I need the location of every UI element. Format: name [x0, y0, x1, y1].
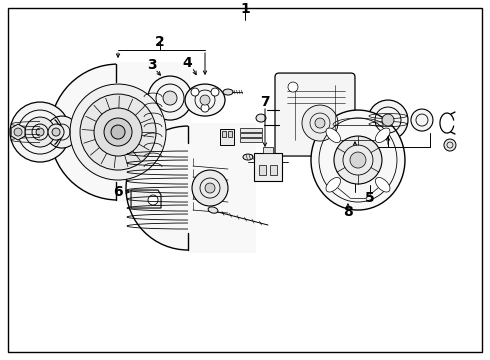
Circle shape: [191, 88, 199, 96]
Ellipse shape: [185, 84, 225, 116]
Circle shape: [80, 94, 156, 170]
Circle shape: [148, 76, 192, 120]
Circle shape: [25, 117, 55, 147]
Circle shape: [50, 64, 186, 200]
Circle shape: [302, 105, 338, 141]
Circle shape: [14, 128, 22, 136]
FancyBboxPatch shape: [275, 73, 355, 156]
Bar: [263, 147, 273, 153]
Ellipse shape: [311, 110, 405, 210]
Ellipse shape: [326, 128, 341, 143]
Bar: [228, 131, 232, 137]
Text: 6: 6: [113, 185, 123, 199]
Circle shape: [111, 125, 125, 139]
Circle shape: [52, 128, 60, 136]
Circle shape: [211, 88, 219, 96]
Circle shape: [382, 114, 394, 126]
Bar: [240, 128, 262, 132]
Circle shape: [126, 126, 250, 250]
Bar: [188, 123, 256, 253]
Circle shape: [201, 104, 209, 112]
Ellipse shape: [326, 177, 341, 192]
Bar: [116, 62, 191, 202]
Text: 8: 8: [343, 205, 353, 219]
Text: 5: 5: [365, 191, 375, 205]
Circle shape: [10, 102, 70, 162]
Circle shape: [200, 95, 210, 105]
Ellipse shape: [375, 177, 390, 192]
Bar: [259, 165, 266, 175]
Polygon shape: [131, 190, 161, 208]
Circle shape: [148, 195, 158, 205]
Circle shape: [94, 108, 142, 156]
Ellipse shape: [208, 207, 218, 213]
Circle shape: [288, 82, 298, 92]
Ellipse shape: [256, 114, 266, 122]
Circle shape: [444, 139, 456, 151]
Circle shape: [350, 152, 366, 168]
Circle shape: [411, 109, 433, 131]
Text: 3: 3: [147, 58, 157, 72]
Circle shape: [48, 124, 64, 140]
Bar: [254, 153, 282, 181]
Circle shape: [104, 118, 132, 146]
Circle shape: [192, 170, 228, 206]
Bar: [222, 131, 226, 137]
Text: 7: 7: [260, 95, 270, 109]
Circle shape: [46, 116, 78, 148]
Bar: [240, 133, 262, 137]
Bar: [220, 129, 234, 145]
Circle shape: [368, 100, 408, 140]
Circle shape: [70, 84, 166, 180]
Bar: [270, 165, 277, 175]
Ellipse shape: [375, 128, 390, 143]
Circle shape: [334, 136, 382, 184]
Circle shape: [163, 91, 177, 105]
Circle shape: [315, 118, 325, 128]
Text: 2: 2: [155, 35, 165, 49]
Text: 1: 1: [240, 2, 250, 16]
Ellipse shape: [243, 154, 253, 160]
Ellipse shape: [223, 89, 233, 95]
Text: 4: 4: [182, 56, 192, 70]
Circle shape: [205, 183, 215, 193]
Bar: [240, 138, 262, 142]
Circle shape: [36, 128, 44, 136]
